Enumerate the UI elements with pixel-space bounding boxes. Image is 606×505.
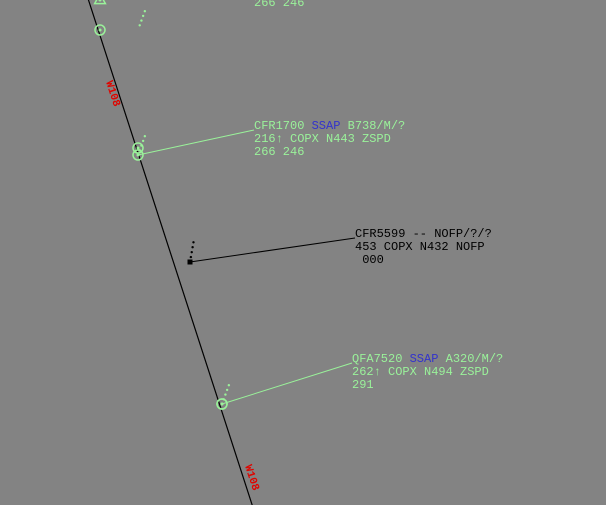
history-dot	[142, 15, 144, 17]
history-dot	[192, 241, 194, 243]
waypoint-dot	[99, 29, 102, 32]
radar-scope: W108W108CFR1700 SSAP B738/M/?216↑ COPX N…	[0, 0, 606, 505]
history-dot	[228, 384, 230, 386]
history-dot	[191, 246, 193, 248]
history-dot	[140, 144, 142, 146]
history-dot	[190, 256, 192, 258]
history-dot	[142, 140, 144, 142]
history-dot	[139, 24, 141, 26]
history-dot	[191, 251, 193, 253]
history-dot	[144, 10, 146, 12]
history-dot	[226, 389, 228, 391]
waypoint-dot	[137, 147, 140, 150]
history-dot	[144, 135, 146, 137]
history-dot	[224, 393, 226, 395]
radar-svg-layer	[0, 0, 606, 505]
scope-bg	[0, 0, 606, 505]
history-dot	[140, 19, 142, 21]
